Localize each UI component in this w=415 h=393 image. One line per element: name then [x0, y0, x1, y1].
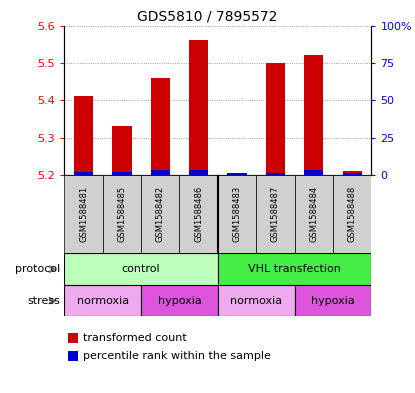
Bar	[151, 78, 170, 175]
Bar	[218, 175, 256, 253]
Text: hypoxia: hypoxia	[158, 296, 201, 306]
Bar	[218, 285, 295, 316]
Bar	[266, 173, 285, 175]
Text: GSM1588484: GSM1588484	[309, 186, 318, 242]
Text: VHL transfection: VHL transfection	[248, 264, 341, 274]
Bar	[333, 175, 371, 253]
Bar	[180, 175, 218, 253]
Bar	[304, 55, 323, 175]
Bar	[64, 175, 103, 253]
Text: GSM1588485: GSM1588485	[117, 186, 127, 242]
Bar	[112, 127, 132, 175]
Bar	[343, 173, 362, 175]
Text: GSM1588486: GSM1588486	[194, 186, 203, 242]
Text: transformed count: transformed count	[83, 333, 187, 343]
Bar	[189, 171, 208, 175]
Text: GSM1588488: GSM1588488	[348, 186, 357, 242]
Text: GSM1588481: GSM1588481	[79, 186, 88, 242]
Bar	[64, 253, 218, 285]
Text: percentile rank within the sample: percentile rank within the sample	[83, 351, 271, 361]
Bar	[141, 285, 218, 316]
Text: GSM1588487: GSM1588487	[271, 186, 280, 242]
Bar	[74, 97, 93, 175]
Text: GDS5810 / 7895572: GDS5810 / 7895572	[137, 10, 278, 24]
Bar	[304, 171, 323, 175]
Bar	[295, 175, 333, 253]
Text: GSM1588482: GSM1588482	[156, 186, 165, 242]
Bar	[64, 285, 141, 316]
Bar	[74, 172, 93, 175]
Text: control: control	[122, 264, 161, 274]
Bar	[266, 63, 285, 175]
Bar	[227, 173, 247, 175]
Text: protocol: protocol	[15, 264, 60, 274]
Bar	[112, 172, 132, 175]
Bar	[189, 40, 208, 175]
Text: stress: stress	[27, 296, 60, 306]
Text: hypoxia: hypoxia	[311, 296, 355, 306]
Bar	[343, 171, 362, 175]
Text: normoxia: normoxia	[230, 296, 282, 306]
Bar	[151, 171, 170, 175]
Bar	[141, 175, 180, 253]
Bar	[218, 253, 371, 285]
Text: normoxia: normoxia	[77, 296, 129, 306]
Bar	[256, 175, 295, 253]
Bar	[103, 175, 141, 253]
Text: GSM1588483: GSM1588483	[232, 186, 242, 242]
Bar	[295, 285, 371, 316]
